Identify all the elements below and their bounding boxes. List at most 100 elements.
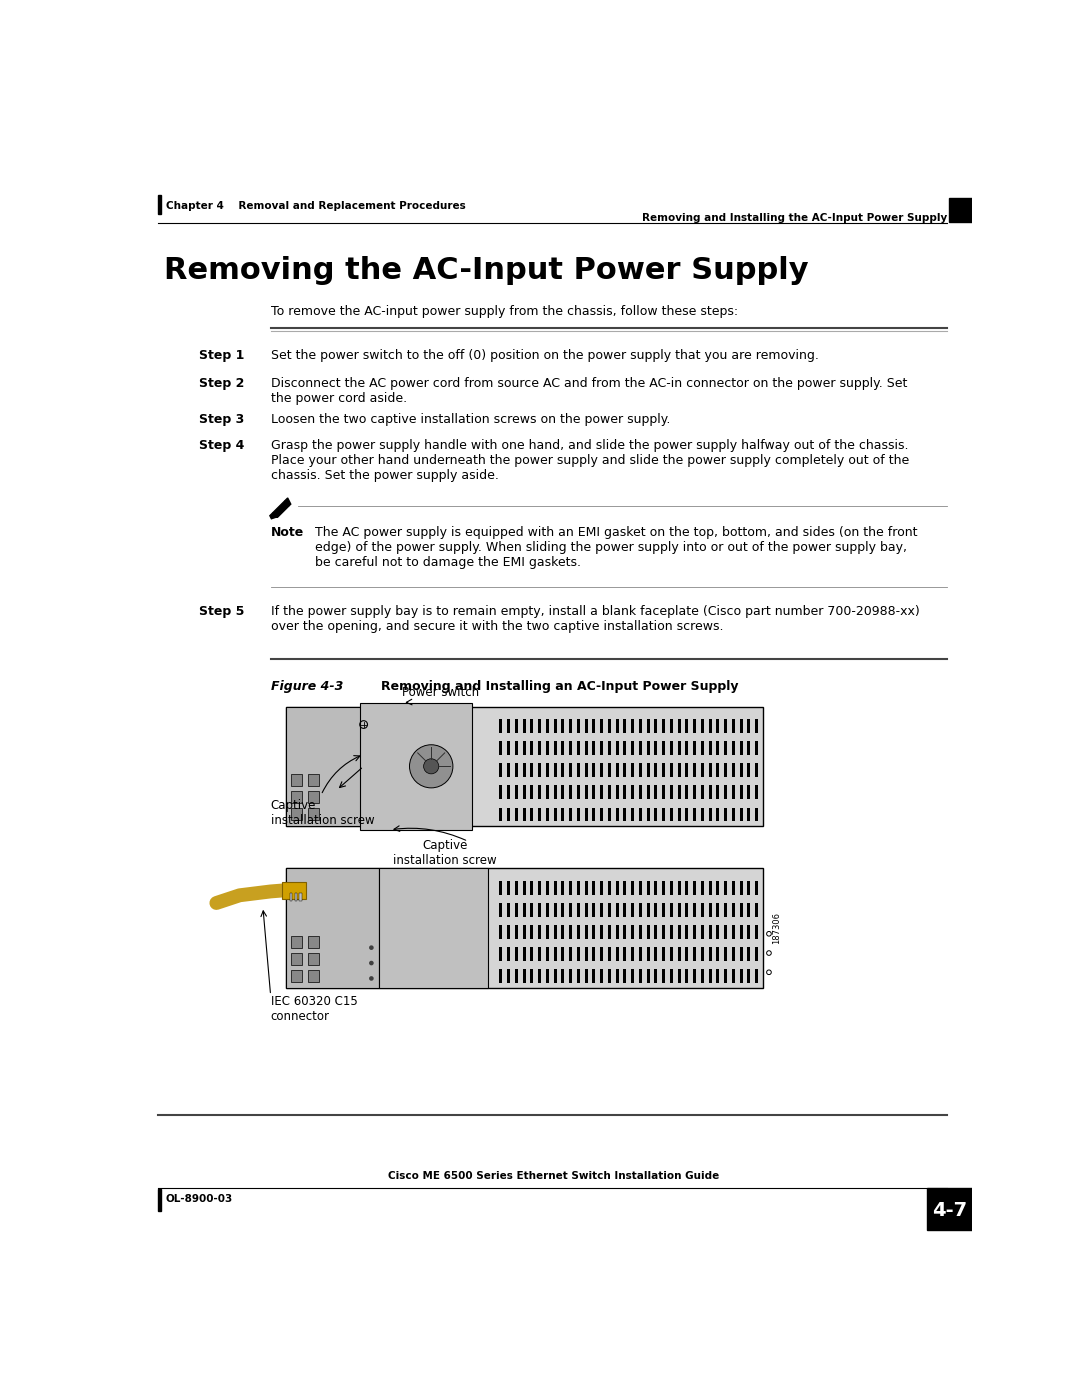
Bar: [515, 970, 517, 983]
Bar: [631, 807, 634, 821]
Bar: [299, 893, 301, 901]
Bar: [716, 742, 719, 756]
Bar: [515, 902, 517, 916]
Bar: [693, 882, 697, 895]
Bar: [577, 925, 580, 939]
Polygon shape: [273, 502, 289, 517]
Bar: [693, 902, 697, 916]
Text: Captive
installation screw: Captive installation screw: [393, 840, 497, 868]
Bar: [724, 764, 727, 777]
Bar: [291, 953, 302, 964]
Bar: [577, 719, 580, 733]
Bar: [685, 970, 688, 983]
Circle shape: [369, 799, 374, 803]
Bar: [638, 742, 642, 756]
Bar: [927, 1187, 972, 1231]
Bar: [631, 947, 634, 961]
Bar: [592, 719, 595, 733]
Bar: [515, 925, 517, 939]
Bar: [732, 925, 734, 939]
Bar: [584, 742, 588, 756]
Bar: [569, 882, 572, 895]
Bar: [499, 719, 502, 733]
Bar: [608, 925, 611, 939]
Text: Cisco ME 6500 Series Ethernet Switch Installation Guide: Cisco ME 6500 Series Ethernet Switch Ins…: [388, 1171, 719, 1182]
Bar: [569, 785, 572, 799]
Polygon shape: [284, 497, 291, 506]
Bar: [569, 925, 572, 939]
Bar: [608, 902, 611, 916]
Bar: [562, 807, 565, 821]
Bar: [685, 764, 688, 777]
Bar: [685, 902, 688, 916]
Bar: [584, 882, 588, 895]
Bar: [677, 970, 680, 983]
Bar: [948, 198, 972, 222]
Text: If the power supply bay is to remain empty, install a blank faceplate (Cisco par: If the power supply bay is to remain emp…: [271, 605, 919, 633]
Bar: [584, 764, 588, 777]
Bar: [623, 764, 626, 777]
Bar: [740, 742, 743, 756]
Bar: [600, 925, 603, 939]
Text: Step 3: Step 3: [199, 412, 244, 426]
Bar: [291, 774, 302, 787]
Bar: [708, 970, 712, 983]
Bar: [562, 764, 565, 777]
Bar: [562, 902, 565, 916]
Bar: [530, 882, 534, 895]
Text: Note: Note: [271, 525, 303, 539]
Bar: [747, 970, 751, 983]
Bar: [569, 947, 572, 961]
Bar: [616, 970, 619, 983]
Bar: [523, 947, 526, 961]
Bar: [360, 703, 472, 830]
Bar: [569, 970, 572, 983]
Bar: [631, 719, 634, 733]
Bar: [701, 742, 704, 756]
Bar: [740, 785, 743, 799]
Bar: [638, 947, 642, 961]
Bar: [530, 719, 534, 733]
Bar: [647, 947, 649, 961]
Bar: [747, 947, 751, 961]
Bar: [623, 902, 626, 916]
Bar: [685, 785, 688, 799]
Bar: [538, 947, 541, 961]
Bar: [530, 807, 534, 821]
Bar: [708, 719, 712, 733]
Bar: [716, 807, 719, 821]
Bar: [670, 882, 673, 895]
Bar: [647, 882, 649, 895]
Bar: [600, 742, 603, 756]
Bar: [677, 742, 680, 756]
Bar: [554, 785, 556, 799]
Bar: [499, 807, 502, 821]
Bar: [647, 902, 649, 916]
Bar: [732, 719, 734, 733]
Bar: [631, 970, 634, 983]
Bar: [662, 742, 665, 756]
Bar: [732, 785, 734, 799]
Bar: [662, 925, 665, 939]
Bar: [701, 882, 704, 895]
Bar: [562, 882, 565, 895]
Bar: [584, 902, 588, 916]
Bar: [701, 807, 704, 821]
Bar: [724, 947, 727, 961]
Bar: [654, 947, 658, 961]
Bar: [623, 947, 626, 961]
Bar: [662, 882, 665, 895]
Bar: [523, 742, 526, 756]
Bar: [747, 807, 751, 821]
Text: The AC power supply is equipped with an EMI gasket on the top, bottom, and sides: The AC power supply is equipped with an …: [314, 525, 917, 569]
Bar: [685, 925, 688, 939]
Bar: [647, 719, 649, 733]
Bar: [701, 902, 704, 916]
Bar: [499, 925, 502, 939]
Bar: [693, 925, 697, 939]
Bar: [724, 785, 727, 799]
Bar: [499, 882, 502, 895]
Bar: [515, 742, 517, 756]
Bar: [662, 947, 665, 961]
Bar: [724, 742, 727, 756]
